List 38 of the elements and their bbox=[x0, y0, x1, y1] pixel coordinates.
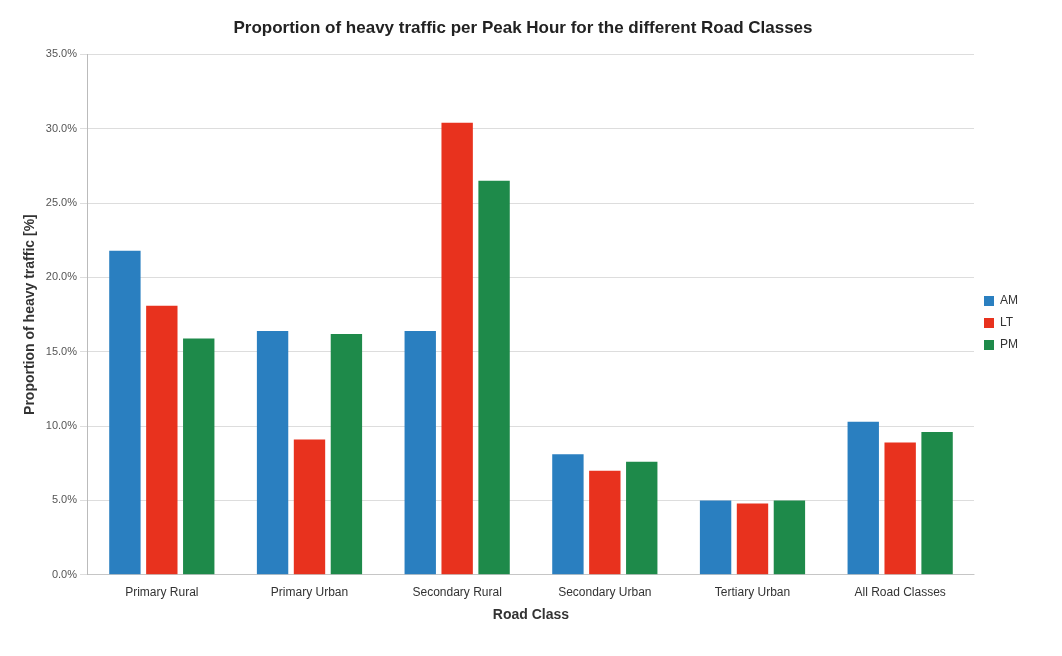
chart-title: Proportion of heavy traffic per Peak Hour for the different Road Classes bbox=[233, 17, 813, 37]
bar bbox=[441, 122, 473, 575]
y-tick-label: 15.0% bbox=[45, 344, 78, 357]
y-tick-label: 30.0% bbox=[45, 121, 78, 134]
x-tick-label: Primary Rural bbox=[125, 585, 199, 600]
y-tick-label: 10.0% bbox=[45, 419, 78, 432]
y-tick-label: 20.0% bbox=[45, 270, 78, 283]
legend-label: AM bbox=[1000, 293, 1018, 308]
bar bbox=[293, 439, 326, 575]
legend-label: PM bbox=[1000, 337, 1018, 352]
y-tick-label: 5.0% bbox=[51, 493, 78, 506]
bar bbox=[589, 470, 621, 575]
x-tick-label: Secondary Rural bbox=[412, 585, 502, 600]
bar bbox=[404, 330, 436, 575]
x-tick-label: Primary Urban bbox=[270, 585, 349, 600]
bar bbox=[773, 500, 806, 575]
bar bbox=[736, 503, 769, 575]
x-tick-label: Secondary Urban bbox=[558, 585, 652, 600]
bar bbox=[884, 442, 916, 575]
bar bbox=[478, 180, 510, 575]
y-tick-label: 0.0% bbox=[51, 567, 78, 580]
x-tick-label: All Road Classes bbox=[854, 585, 946, 600]
bar bbox=[847, 421, 879, 575]
legend-label: LT bbox=[1000, 315, 1014, 330]
bar bbox=[330, 333, 363, 575]
bar bbox=[921, 432, 953, 575]
x-tick-label: Tertiary Urban bbox=[714, 585, 791, 600]
bar bbox=[552, 454, 584, 575]
bar bbox=[183, 338, 215, 575]
bar bbox=[626, 461, 658, 575]
bar bbox=[146, 305, 178, 575]
bar bbox=[699, 500, 732, 575]
bar bbox=[256, 330, 289, 575]
y-tick-label: 25.0% bbox=[45, 196, 78, 209]
x-axis-title: Road Class bbox=[492, 606, 570, 623]
bar bbox=[109, 250, 141, 575]
y-axis-title: Proportion of heavy traffic [%] bbox=[21, 214, 38, 415]
y-tick-label: 35.0% bbox=[45, 47, 78, 60]
